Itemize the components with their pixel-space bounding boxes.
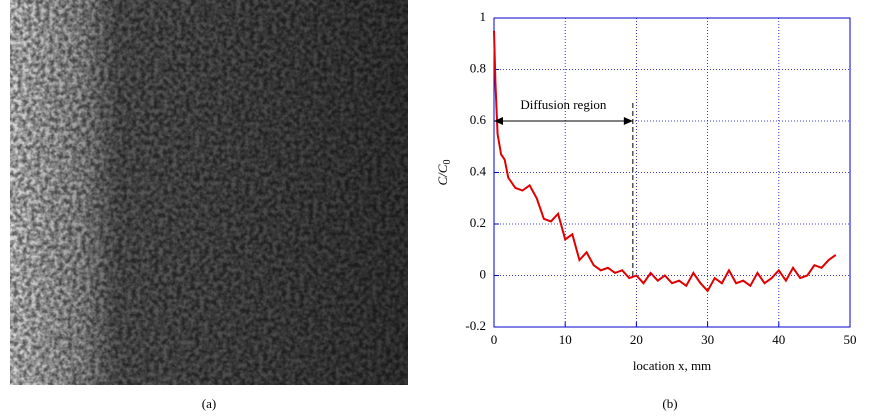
y-axis-label: C/C0	[435, 160, 453, 186]
plot-frame	[493, 17, 851, 328]
y-tick-label: 1	[480, 9, 487, 24]
y-tick-label: 0	[480, 266, 487, 281]
y-tick-label: 0.6	[470, 112, 487, 127]
x-tick-label: 50	[844, 332, 857, 347]
y-axis-label-main: C/C	[435, 164, 450, 185]
data-line	[493, 30, 837, 293]
arrow-head	[623, 117, 633, 125]
x-tick-label: 30	[701, 332, 714, 347]
panel-label: (a)	[202, 396, 216, 411]
x-tick-label: 40	[772, 332, 785, 347]
x-tick-label: 0	[491, 332, 498, 347]
y-tick-label: 0.4	[470, 163, 487, 178]
panel-label: (b)	[662, 396, 677, 411]
y-axis-label-subscript: 0	[442, 160, 453, 165]
x-axis-label: location x, mm	[633, 358, 711, 373]
arrow-head	[494, 117, 503, 125]
x-tick-label: 20	[630, 332, 643, 347]
y-tick-label: 0.8	[470, 60, 486, 75]
x-tick-label: 10	[559, 332, 572, 347]
micrograph	[10, 0, 408, 385]
annotation-text: Diffusion region	[520, 97, 607, 112]
y-tick-label: 0.2	[470, 215, 486, 230]
y-tick-label: -0.2	[465, 318, 486, 333]
